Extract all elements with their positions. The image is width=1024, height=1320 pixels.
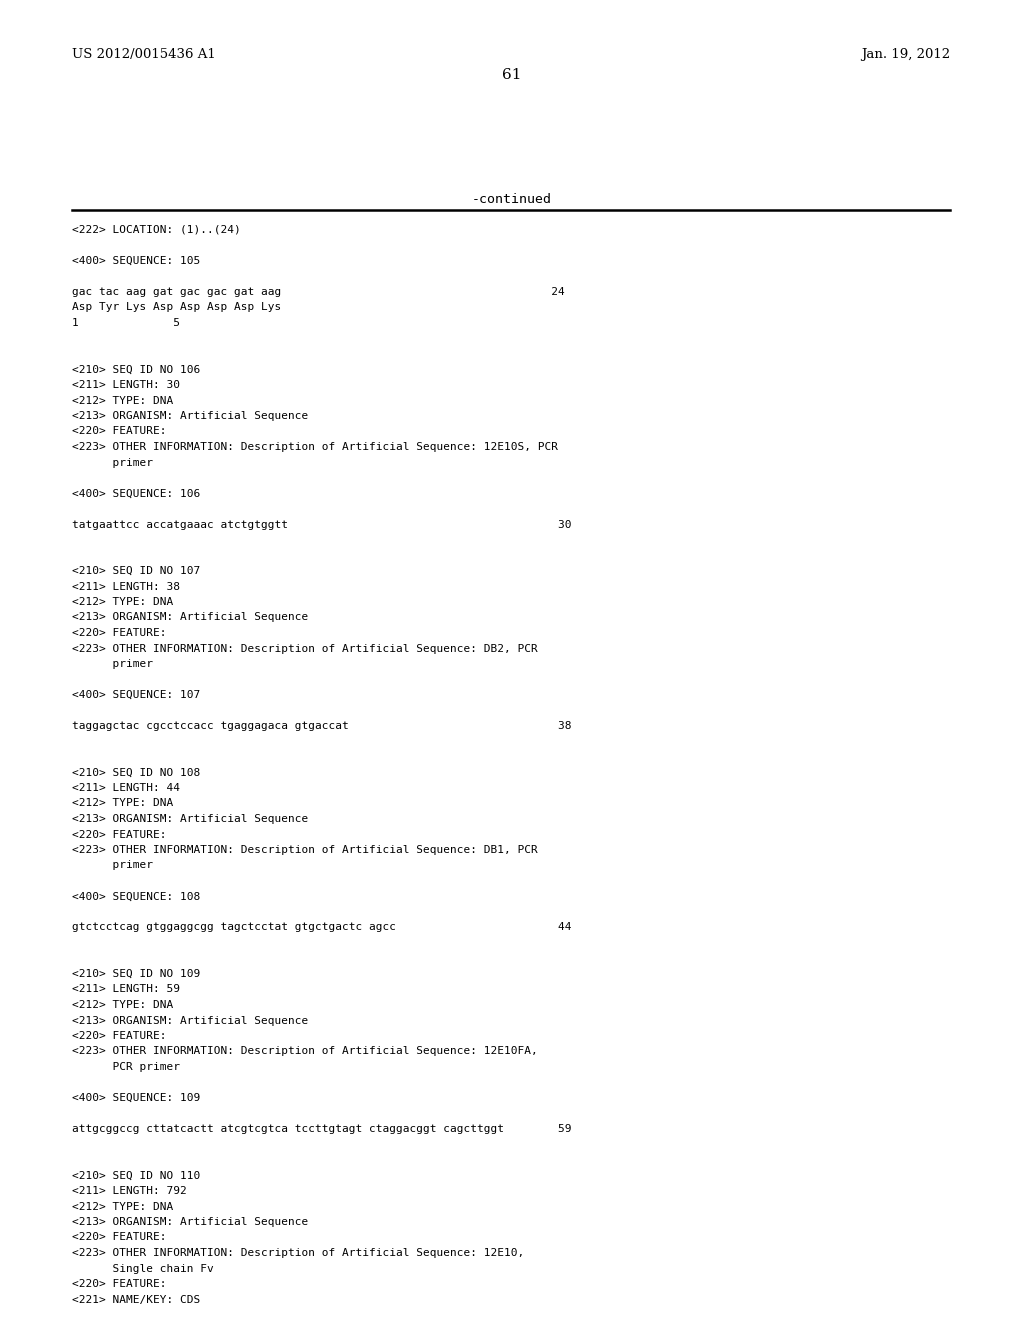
Text: taggagctac cgcctccacc tgaggagaca gtgaccat                               38: taggagctac cgcctccacc tgaggagaca gtgacca…: [72, 721, 571, 731]
Text: 1              5: 1 5: [72, 318, 180, 327]
Text: <211> LENGTH: 30: <211> LENGTH: 30: [72, 380, 180, 389]
Text: <211> LENGTH: 59: <211> LENGTH: 59: [72, 985, 180, 994]
Text: <222> LOCATION: (1)..(24): <222> LOCATION: (1)..(24): [72, 224, 241, 235]
Text: <210> SEQ ID NO 106: <210> SEQ ID NO 106: [72, 364, 201, 375]
Text: <211> LENGTH: 38: <211> LENGTH: 38: [72, 582, 180, 591]
Text: <212> TYPE: DNA: <212> TYPE: DNA: [72, 799, 173, 808]
Text: <400> SEQUENCE: 105: <400> SEQUENCE: 105: [72, 256, 201, 267]
Text: <220> FEATURE:: <220> FEATURE:: [72, 628, 167, 638]
Text: tatgaattcc accatgaaac atctgtggtt                                        30: tatgaattcc accatgaaac atctgtggtt 30: [72, 520, 571, 529]
Text: primer: primer: [72, 458, 153, 467]
Text: Jan. 19, 2012: Jan. 19, 2012: [861, 48, 950, 61]
Text: primer: primer: [72, 861, 153, 870]
Text: <213> ORGANISM: Artificial Sequence: <213> ORGANISM: Artificial Sequence: [72, 1217, 308, 1228]
Text: <223> OTHER INFORMATION: Description of Artificial Sequence: DB2, PCR: <223> OTHER INFORMATION: Description of …: [72, 644, 538, 653]
Text: <210> SEQ ID NO 109: <210> SEQ ID NO 109: [72, 969, 201, 979]
Text: <400> SEQUENCE: 108: <400> SEQUENCE: 108: [72, 891, 201, 902]
Text: <223> OTHER INFORMATION: Description of Artificial Sequence: 12E10,: <223> OTHER INFORMATION: Description of …: [72, 1247, 524, 1258]
Text: <223> OTHER INFORMATION: Description of Artificial Sequence: 12E10S, PCR: <223> OTHER INFORMATION: Description of …: [72, 442, 558, 451]
Text: <400> SEQUENCE: 109: <400> SEQUENCE: 109: [72, 1093, 201, 1104]
Text: <220> FEATURE:: <220> FEATURE:: [72, 1031, 167, 1041]
Text: Single chain Fv: Single chain Fv: [72, 1263, 214, 1274]
Text: gac tac aag gat gac gac gat aag                                        24: gac tac aag gat gac gac gat aag 24: [72, 286, 565, 297]
Text: <212> TYPE: DNA: <212> TYPE: DNA: [72, 396, 173, 405]
Text: <220> FEATURE:: <220> FEATURE:: [72, 829, 167, 840]
Text: <210> SEQ ID NO 108: <210> SEQ ID NO 108: [72, 767, 201, 777]
Text: <213> ORGANISM: Artificial Sequence: <213> ORGANISM: Artificial Sequence: [72, 612, 308, 623]
Text: <400> SEQUENCE: 107: <400> SEQUENCE: 107: [72, 690, 201, 700]
Text: <211> LENGTH: 792: <211> LENGTH: 792: [72, 1185, 186, 1196]
Text: <220> FEATURE:: <220> FEATURE:: [72, 426, 167, 437]
Text: <220> FEATURE:: <220> FEATURE:: [72, 1279, 167, 1290]
Text: <212> TYPE: DNA: <212> TYPE: DNA: [72, 597, 173, 607]
Text: <400> SEQUENCE: 106: <400> SEQUENCE: 106: [72, 488, 201, 499]
Text: US 2012/0015436 A1: US 2012/0015436 A1: [72, 48, 216, 61]
Text: <210> SEQ ID NO 107: <210> SEQ ID NO 107: [72, 566, 201, 576]
Text: gtctcctcag gtggaggcgg tagctcctat gtgctgactc agcc                        44: gtctcctcag gtggaggcgg tagctcctat gtgctga…: [72, 923, 571, 932]
Text: <221> NAME/KEY: CDS: <221> NAME/KEY: CDS: [72, 1295, 201, 1304]
Text: <213> ORGANISM: Artificial Sequence: <213> ORGANISM: Artificial Sequence: [72, 1015, 308, 1026]
Text: <213> ORGANISM: Artificial Sequence: <213> ORGANISM: Artificial Sequence: [72, 411, 308, 421]
Text: Asp Tyr Lys Asp Asp Asp Asp Lys: Asp Tyr Lys Asp Asp Asp Asp Lys: [72, 302, 282, 313]
Text: <210> SEQ ID NO 110: <210> SEQ ID NO 110: [72, 1171, 201, 1180]
Text: <213> ORGANISM: Artificial Sequence: <213> ORGANISM: Artificial Sequence: [72, 814, 308, 824]
Text: <212> TYPE: DNA: <212> TYPE: DNA: [72, 1001, 173, 1010]
Text: 61: 61: [502, 69, 522, 82]
Text: -continued: -continued: [472, 193, 552, 206]
Text: <223> OTHER INFORMATION: Description of Artificial Sequence: 12E10FA,: <223> OTHER INFORMATION: Description of …: [72, 1047, 538, 1056]
Text: <223> OTHER INFORMATION: Description of Artificial Sequence: DB1, PCR: <223> OTHER INFORMATION: Description of …: [72, 845, 538, 855]
Text: attgcggccg cttatcactt atcgtcgtca tccttgtagt ctaggacggt cagcttggt        59: attgcggccg cttatcactt atcgtcgtca tccttgt…: [72, 1125, 571, 1134]
Text: <211> LENGTH: 44: <211> LENGTH: 44: [72, 783, 180, 793]
Text: <212> TYPE: DNA: <212> TYPE: DNA: [72, 1201, 173, 1212]
Text: <220> FEATURE:: <220> FEATURE:: [72, 1233, 167, 1242]
Text: PCR primer: PCR primer: [72, 1063, 180, 1072]
Text: primer: primer: [72, 659, 153, 669]
